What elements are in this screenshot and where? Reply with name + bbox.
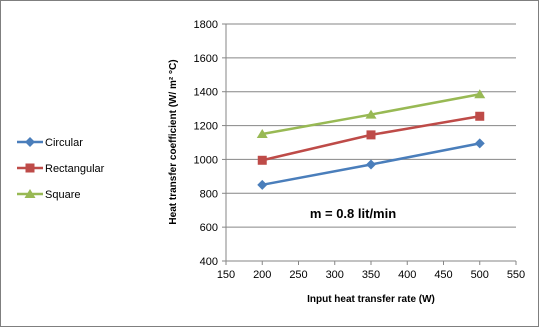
data-point-square bbox=[365, 109, 377, 119]
x-tick-label: 450 bbox=[434, 269, 452, 281]
legend-marker-circular bbox=[25, 137, 35, 147]
data-point-circular bbox=[257, 179, 268, 190]
series-square bbox=[256, 89, 486, 139]
x-tick-label: 250 bbox=[289, 269, 307, 281]
x-tick-label: 550 bbox=[507, 269, 525, 281]
x-tick-label: 350 bbox=[362, 269, 380, 281]
flow-rate-annotation: m = 0.8 lit/min bbox=[310, 206, 396, 221]
series-rectangular bbox=[257, 111, 485, 165]
legend-marker-square bbox=[24, 189, 36, 198]
y-tick-label: 800 bbox=[200, 188, 218, 200]
x-tick-labels: 150 200 250 300 350 400 450 500 550 bbox=[217, 269, 525, 281]
legend-item-rectangular: Rectangular bbox=[17, 163, 105, 175]
y-tick-label: 1200 bbox=[194, 121, 218, 133]
data-point-circular bbox=[474, 138, 485, 149]
y-tick-label: 1000 bbox=[194, 154, 218, 166]
legend-label-rectangular: Rectangular bbox=[45, 163, 105, 175]
grid-lines bbox=[226, 23, 516, 228]
data-point-rectangular bbox=[475, 111, 485, 121]
data-point-rectangular bbox=[366, 130, 376, 140]
x-tick-label: 150 bbox=[217, 269, 235, 281]
x-axis-title: Input heat transfer rate (W) bbox=[307, 294, 435, 305]
y-tick-label: 600 bbox=[200, 222, 218, 234]
legend-label-circular: Circular bbox=[45, 137, 83, 149]
x-tick-label: 500 bbox=[471, 269, 489, 281]
data-series bbox=[256, 89, 486, 190]
data-point-square bbox=[474, 89, 486, 99]
x-tick-label: 400 bbox=[398, 269, 416, 281]
y-tick-labels: 400 600 800 1000 1200 1400 1600 1800 bbox=[194, 19, 218, 268]
y-tick-label: 1600 bbox=[194, 53, 218, 65]
data-point-rectangular bbox=[257, 155, 267, 165]
legend-item-square: Square bbox=[17, 189, 80, 201]
x-tick-label: 300 bbox=[326, 269, 344, 281]
data-point-circular bbox=[366, 159, 376, 170]
legend: Circular Rectangular Square bbox=[17, 137, 105, 201]
legend-marker-rectangular bbox=[25, 163, 35, 173]
x-tick-label: 200 bbox=[253, 269, 271, 281]
y-tick-label: 1800 bbox=[194, 19, 218, 31]
legend-item-circular: Circular bbox=[17, 137, 83, 149]
y-tick-label: 1400 bbox=[194, 87, 218, 99]
series-circular bbox=[257, 138, 485, 190]
axes bbox=[222, 23, 517, 265]
legend-label-square: Square bbox=[45, 189, 80, 201]
y-tick-label: 400 bbox=[200, 256, 218, 268]
data-point-square bbox=[256, 129, 268, 139]
y-axis-title: Heat transfer coefficient (W/ m² °C) bbox=[168, 59, 179, 224]
